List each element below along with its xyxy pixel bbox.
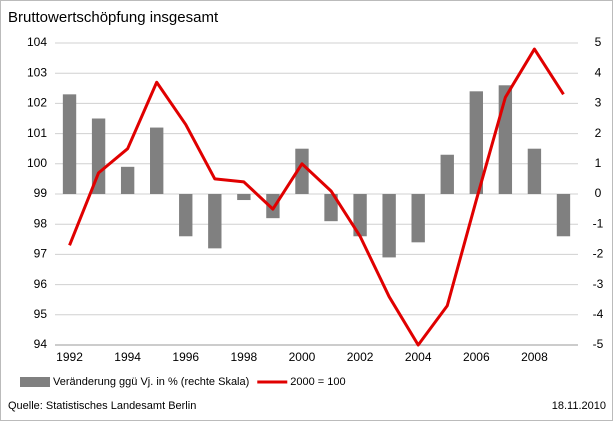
legend-label: Veränderung ggü Vj. in % (rechte Skala) xyxy=(53,376,249,388)
bar xyxy=(527,148,542,194)
bar xyxy=(353,194,367,237)
x-tick-label: 2000 xyxy=(289,350,316,364)
bar xyxy=(266,194,280,219)
y-tick-label: 102 xyxy=(27,96,47,110)
bar xyxy=(237,194,251,201)
bar xyxy=(556,194,571,237)
y-tick-label: 98 xyxy=(34,216,48,230)
y2-tick-label: 1 xyxy=(595,156,602,170)
y-tick-label: 101 xyxy=(27,126,47,140)
y2-tick-label: -2 xyxy=(593,247,604,261)
y2-tick-label: 5 xyxy=(595,35,602,49)
y-tick-label: 99 xyxy=(34,186,48,200)
bar xyxy=(179,194,193,237)
x-tick-label: 2006 xyxy=(463,350,490,364)
y2-tick-label: 0 xyxy=(595,186,602,200)
x-tick-label: 2002 xyxy=(347,350,374,364)
y-tick-label: 104 xyxy=(27,35,47,49)
x-tick-label: 2004 xyxy=(405,350,432,364)
y-tick-label: 95 xyxy=(34,307,48,321)
x-tick-label: 2008 xyxy=(521,350,548,364)
bar xyxy=(324,194,338,222)
bar xyxy=(411,194,425,243)
legend-swatch xyxy=(20,377,50,387)
bar xyxy=(208,194,222,249)
source: Quelle: Statistisches Landesamt Berlin xyxy=(8,400,196,412)
y2-tick-label: -3 xyxy=(593,277,604,291)
bar xyxy=(62,94,77,194)
bar xyxy=(295,148,309,194)
bar xyxy=(469,91,483,194)
date: 18.11.2010 xyxy=(552,400,606,412)
x-tick-label: 1998 xyxy=(231,350,258,364)
y2-tick-label: -1 xyxy=(593,216,604,230)
x-tick-label: 1992 xyxy=(56,350,83,364)
y-tick-label: 96 xyxy=(34,277,48,291)
bar xyxy=(440,154,454,194)
bar xyxy=(150,127,164,194)
y-tick-label: 94 xyxy=(34,337,48,351)
y2-tick-label: 4 xyxy=(595,65,602,79)
bar xyxy=(91,118,106,194)
x-tick-label: 1994 xyxy=(114,350,141,364)
bar xyxy=(382,194,396,258)
y-tick-label: 97 xyxy=(34,247,48,261)
y2-tick-label: 2 xyxy=(595,126,602,140)
y2-tick-label: 3 xyxy=(595,96,602,110)
x-tick-label: 1996 xyxy=(172,350,199,364)
legend-label: 2000 = 100 xyxy=(290,376,345,388)
chart-title: Bruttowertschöpfung insgesamt xyxy=(8,9,219,26)
line xyxy=(68,47,565,347)
y-tick-label: 100 xyxy=(27,156,47,170)
y2-tick-label: -5 xyxy=(593,337,604,351)
bar xyxy=(120,166,135,194)
y2-tick-label: -4 xyxy=(593,307,604,321)
y-tick-label: 103 xyxy=(27,65,47,79)
